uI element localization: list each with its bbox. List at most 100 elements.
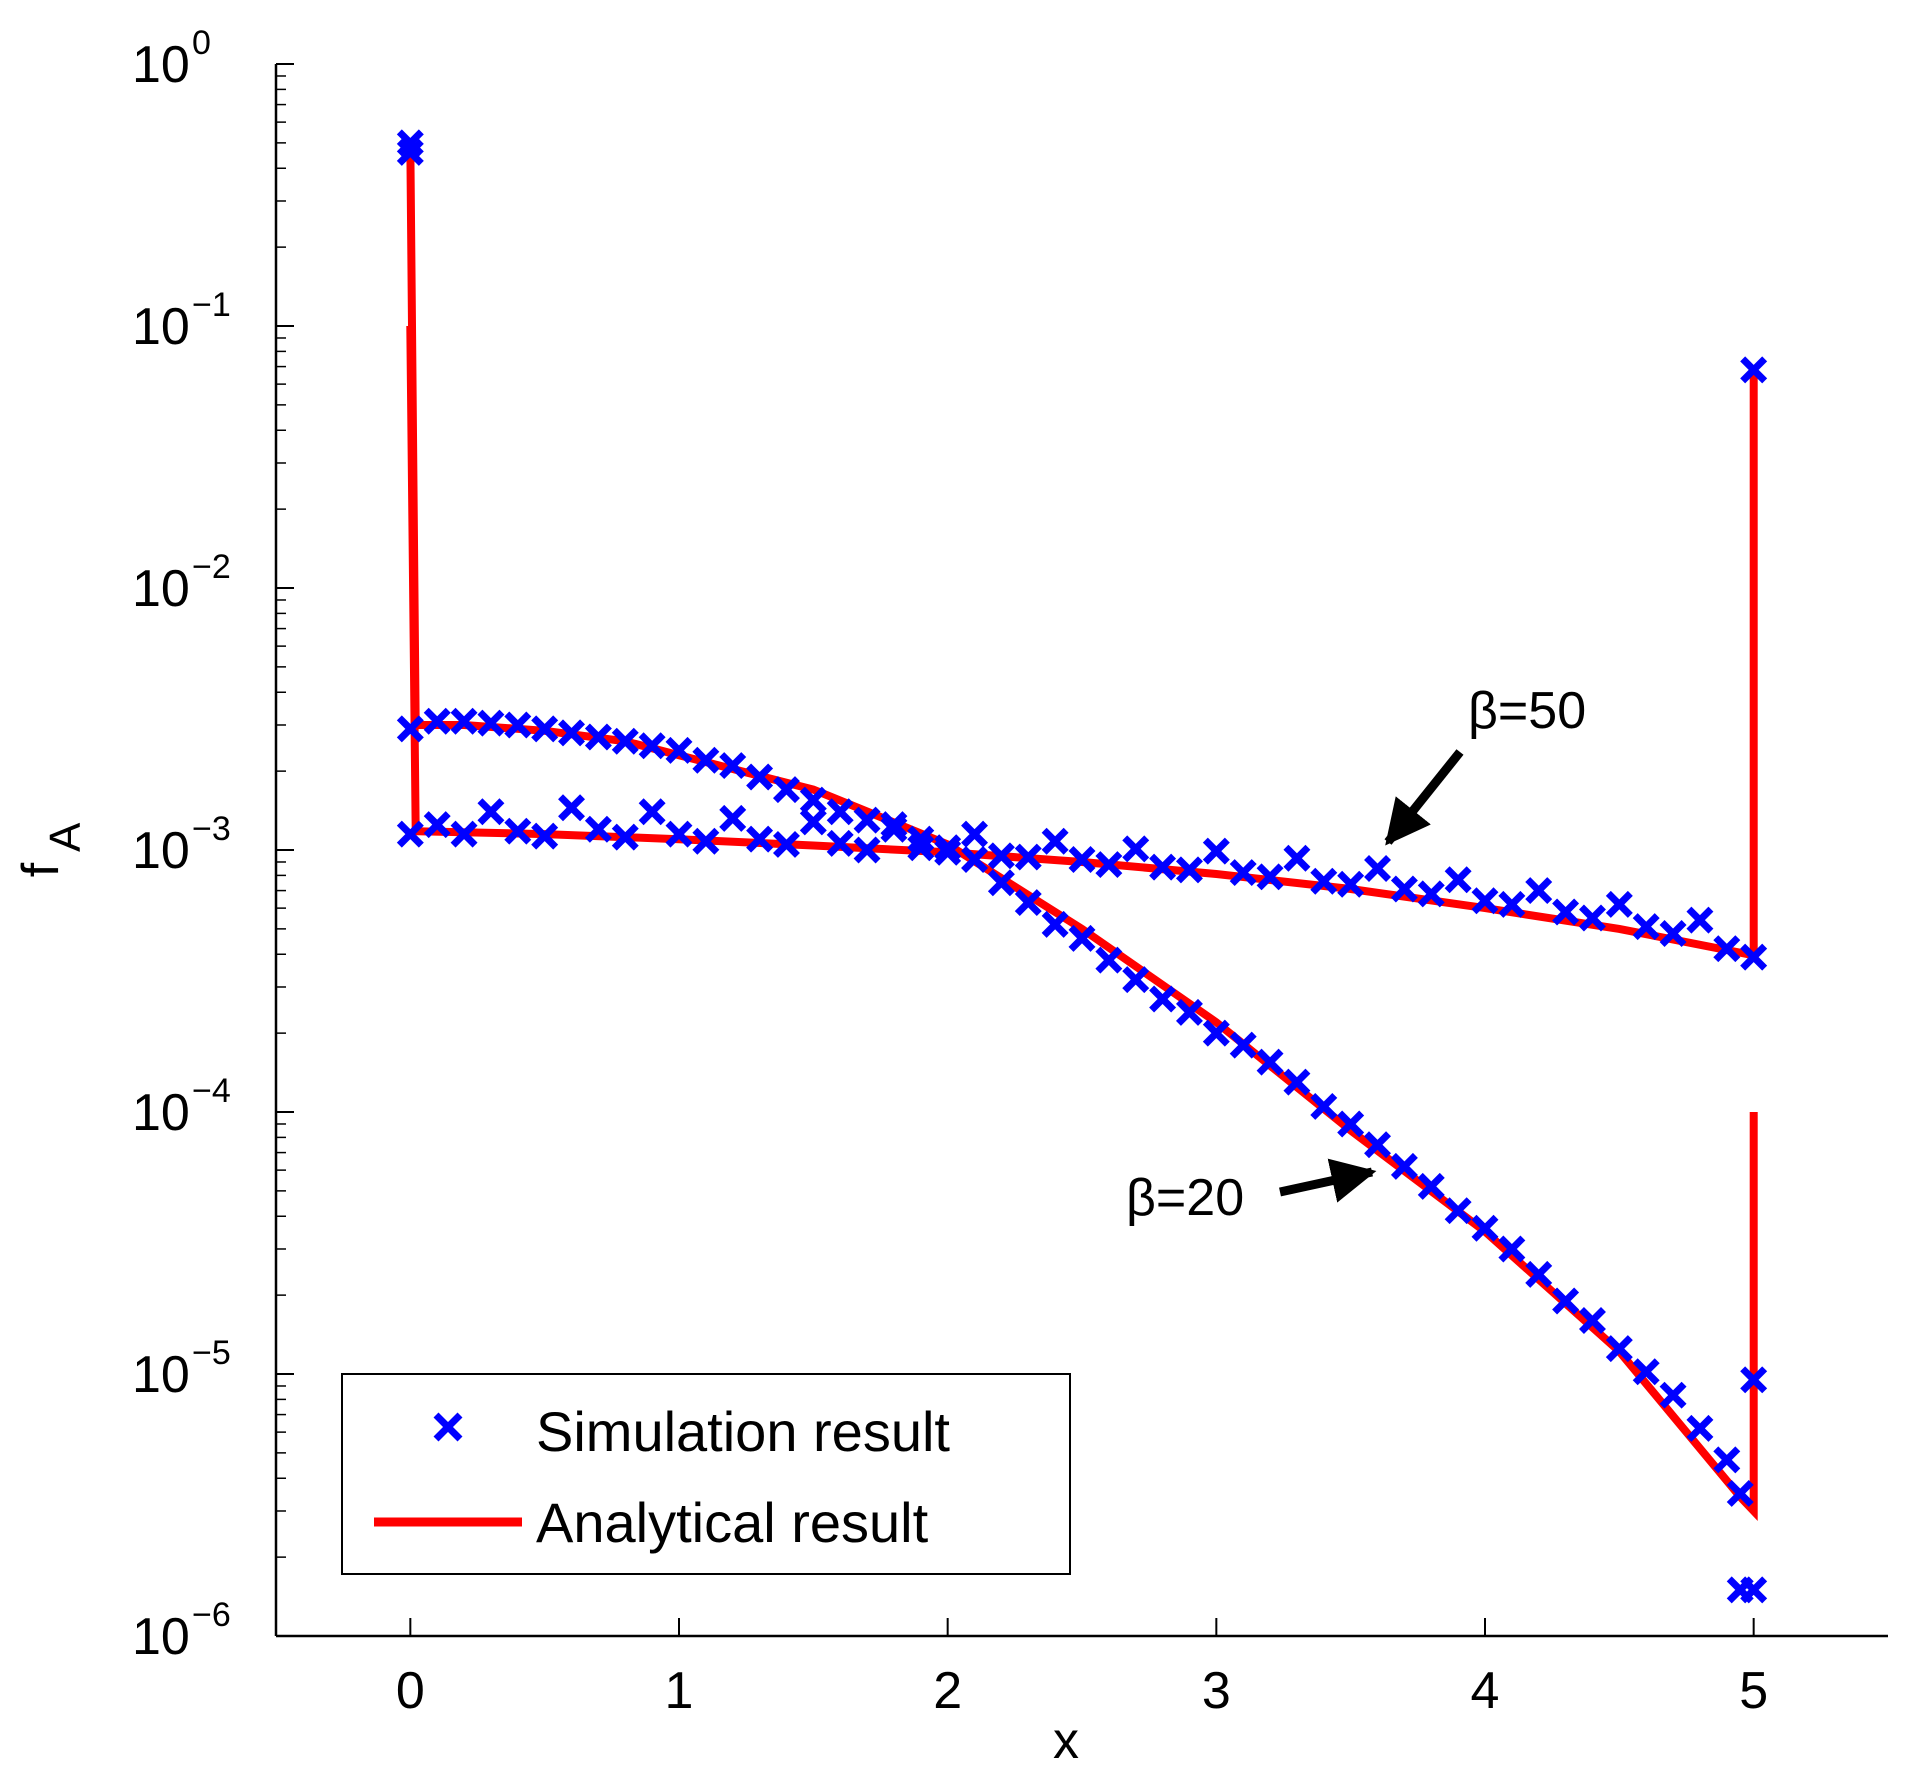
marker-stroke (1740, 943, 1768, 971)
simulation-point (719, 804, 747, 832)
analytical-line-0 (406, 142, 1758, 1522)
x-tick-label: 3 (1202, 1662, 1231, 1720)
marker-stroke (907, 834, 935, 862)
marker-stroke (772, 776, 800, 804)
x-axis-label: x (1053, 1712, 1079, 1765)
simulation-point (1578, 904, 1606, 932)
simulation-point (692, 827, 720, 855)
marker-stroke (396, 129, 424, 157)
y-tick-label: 10 (132, 36, 190, 94)
marker-stroke (853, 836, 881, 864)
simulation-point (1498, 1235, 1526, 1263)
simulation-point (1605, 1335, 1633, 1363)
legend-marker-x (433, 1412, 463, 1442)
simulation-point (1686, 906, 1714, 934)
legend: Simulation result Analytical result (341, 1373, 1071, 1575)
marker-stroke (1364, 855, 1392, 882)
simulation-point (531, 822, 559, 850)
simulation-point (1068, 846, 1096, 873)
y-tick-label: 10 (132, 822, 190, 880)
legend-label-analytical: Analytical result (536, 1491, 929, 1554)
y-axis-label-subscript: A (41, 822, 90, 852)
marker-stroke (1740, 1366, 1768, 1394)
marker-stroke (450, 707, 478, 735)
simulation-point (1041, 910, 1069, 938)
simulation-point (1229, 859, 1257, 887)
marker-stroke (396, 820, 424, 848)
simulation-point (450, 707, 478, 735)
marker-stroke (558, 719, 586, 747)
simulation-point (853, 836, 881, 864)
y-tick-label-exponent: −5 (192, 1334, 231, 1372)
x-tick-label: 1 (665, 1662, 694, 1720)
simulation-point (584, 815, 612, 843)
marker-stroke (1471, 1214, 1499, 1242)
marker-stroke (826, 829, 854, 857)
simulation-point (719, 752, 747, 780)
simulation-point (1014, 889, 1042, 917)
simulation-point (1632, 1358, 1660, 1386)
marker-stroke (826, 798, 854, 826)
simulation-point (1552, 898, 1580, 926)
marker-stroke (1041, 910, 1069, 938)
y-tick-label-exponent: −6 (192, 1596, 231, 1634)
marker-stroke (692, 746, 720, 774)
marker-stroke (558, 794, 586, 822)
y-tick-label-exponent: 0 (192, 24, 211, 62)
marker-stroke (1659, 920, 1687, 947)
simulation-point (1149, 853, 1177, 881)
marker-stroke (423, 707, 451, 735)
marker-stroke (1525, 1260, 1553, 1288)
marker-stroke (1014, 843, 1042, 871)
simulation-point (987, 842, 1015, 870)
marker-stroke (504, 817, 532, 845)
simulation-point (611, 823, 639, 851)
simulation-point (1310, 1092, 1338, 1120)
marker-stroke (1713, 1446, 1741, 1474)
x-tick-label: 5 (1739, 1662, 1768, 1720)
y-axis-label: f (12, 862, 70, 877)
simulation-point (1740, 943, 1768, 971)
simulation-point (1686, 1414, 1714, 1442)
marker-stroke (611, 823, 639, 851)
simulation-point (826, 798, 854, 826)
marker-stroke (692, 827, 720, 855)
y-tick-label: 10 (132, 560, 190, 618)
simulation-point (934, 838, 962, 866)
legend-marker-simulation (433, 1412, 463, 1442)
marker-stroke (584, 723, 612, 751)
simulation-point (531, 715, 559, 743)
marker-stroke (423, 811, 451, 839)
simulation-point (987, 869, 1015, 897)
y-tick-label-exponent: −3 (192, 810, 231, 848)
simulation-point (1726, 1479, 1754, 1507)
simulation-point (1122, 835, 1150, 863)
simulation-point (396, 129, 424, 157)
marker-stroke (1605, 1335, 1633, 1363)
y-tick-label: 10 (132, 1608, 190, 1666)
simulation-point (692, 746, 720, 774)
marker-stroke (1149, 985, 1177, 1013)
simulation-point (611, 727, 639, 755)
simulation-point (1659, 920, 1687, 947)
marker-stroke (1444, 866, 1472, 894)
annotation-arrow-beta-20 (1279, 1158, 1377, 1203)
marker-stroke (907, 825, 935, 853)
marker-stroke (477, 798, 505, 826)
annotation-beta-20: β=20 (1126, 1169, 1244, 1227)
marker-stroke (1578, 904, 1606, 932)
marker-stroke (1632, 913, 1660, 941)
marker-stroke (799, 808, 827, 836)
marker-stroke (1337, 1110, 1365, 1138)
marker-stroke (746, 763, 774, 791)
simulation-point (665, 736, 693, 764)
legend-label-simulation: Simulation result (536, 1400, 950, 1463)
simulation-point (1364, 1131, 1392, 1159)
simulation-point (558, 794, 586, 822)
marker-stroke (1256, 1048, 1284, 1076)
simulation-markers (396, 129, 1768, 1604)
marker-stroke (638, 798, 666, 826)
simulation-point (558, 719, 586, 747)
